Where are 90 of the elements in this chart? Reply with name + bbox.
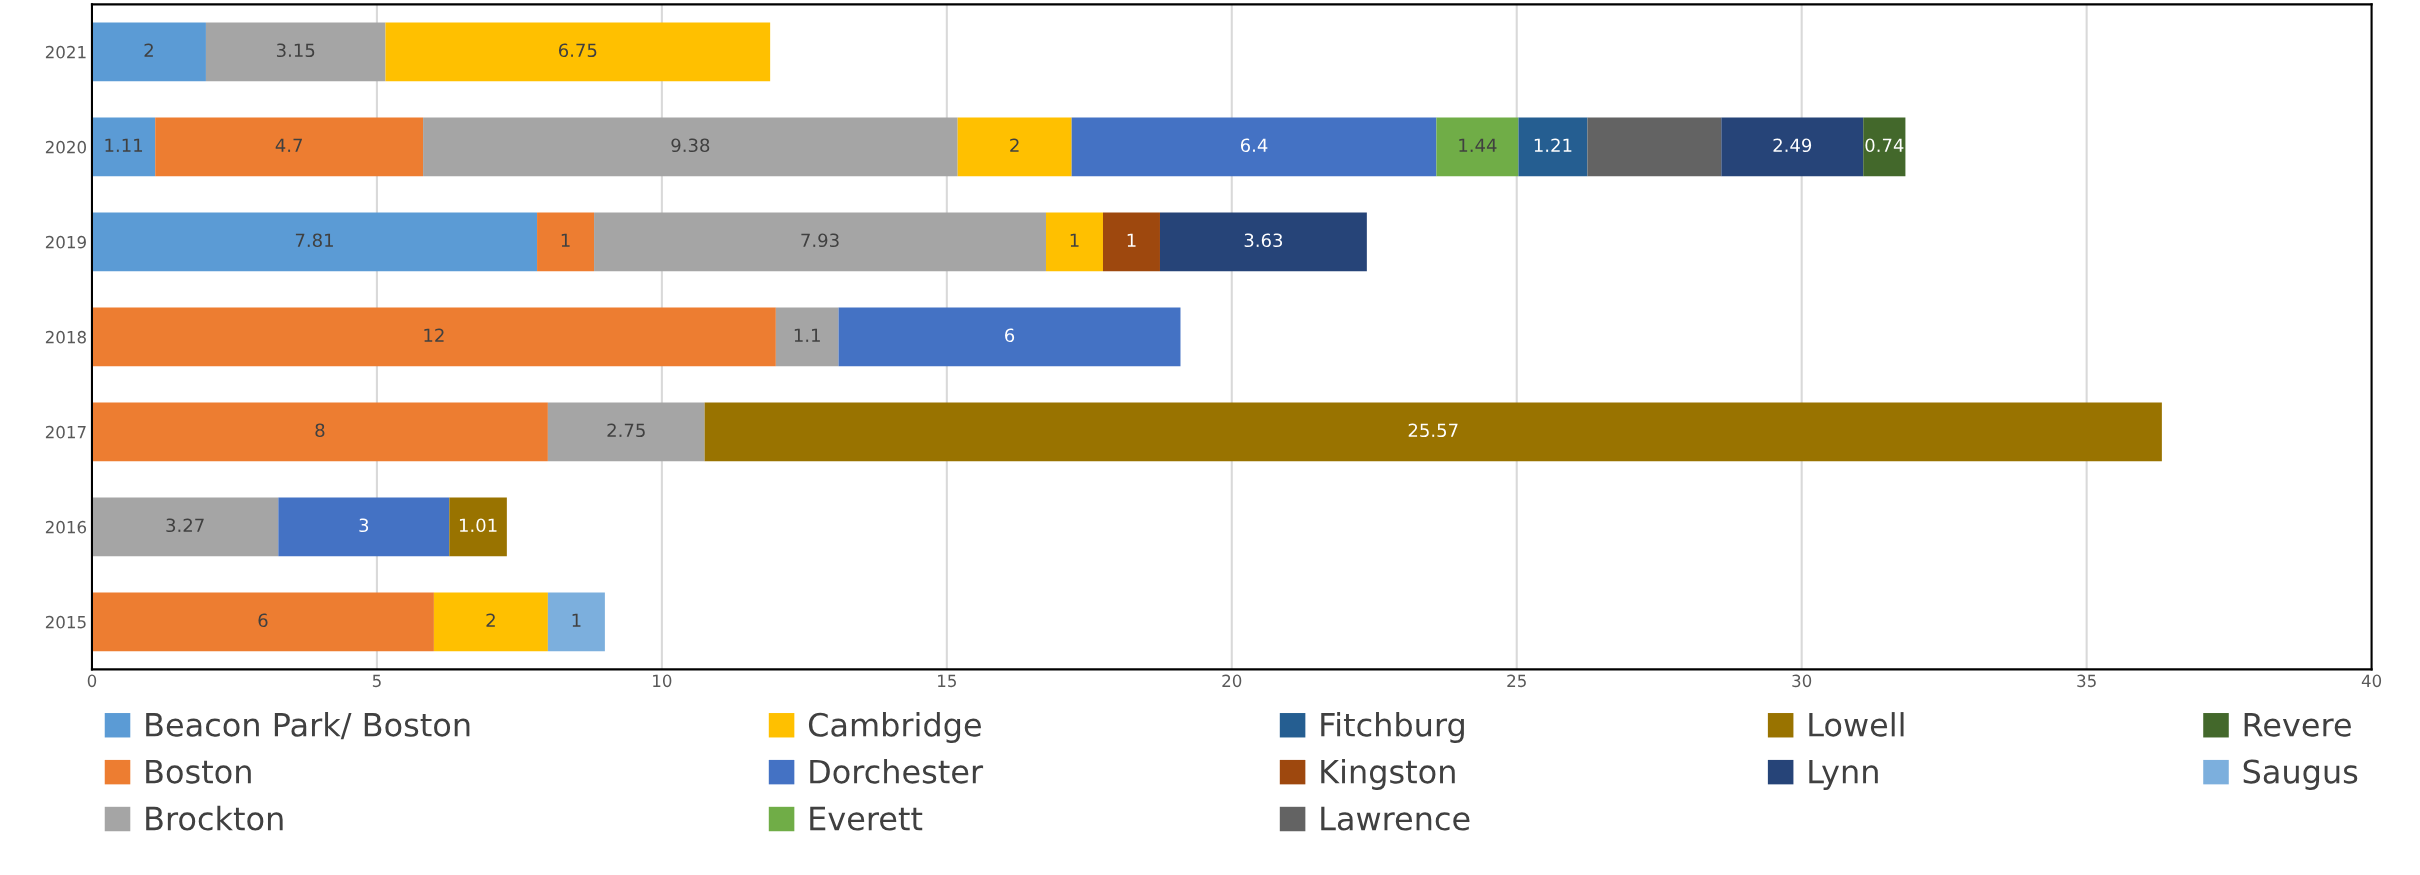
x-tick-label: 15 bbox=[938, 674, 956, 688]
y-tick-label: 2021 bbox=[45, 45, 86, 59]
data-label: 9.38 bbox=[671, 138, 710, 153]
data-label: 0.74 bbox=[1865, 138, 1904, 153]
bar bbox=[423, 117, 958, 177]
data-label: 1 bbox=[1070, 233, 1079, 247]
data-label: 12 bbox=[424, 328, 444, 342]
y-tick-label: 2015 bbox=[45, 615, 86, 629]
data-label: 3.27 bbox=[166, 518, 204, 533]
bar bbox=[594, 212, 1046, 272]
bar bbox=[385, 22, 771, 82]
bar bbox=[1159, 212, 1367, 272]
data-label: 4.7 bbox=[275, 138, 302, 152]
bar bbox=[91, 307, 776, 367]
y-tick-label: 2017 bbox=[45, 425, 86, 439]
bar bbox=[91, 592, 434, 652]
data-label: 1 bbox=[561, 233, 570, 247]
data-label: 6 bbox=[258, 613, 268, 628]
x-tick-label: 0 bbox=[87, 674, 97, 688]
bar bbox=[91, 22, 206, 82]
data-label: 2 bbox=[486, 613, 495, 627]
bar bbox=[1071, 117, 1437, 177]
legend-label: Cambridge bbox=[808, 712, 981, 743]
bar bbox=[1863, 117, 1906, 177]
legend-label: Fitchburg bbox=[1321, 712, 1464, 743]
bar bbox=[91, 402, 548, 462]
data-label: 1.01 bbox=[459, 518, 497, 533]
data-label: 6.75 bbox=[558, 43, 597, 58]
bar bbox=[1518, 117, 1588, 177]
bar bbox=[547, 592, 605, 652]
legend-label: Lawrence bbox=[1321, 806, 1470, 831]
data-label: 1.1 bbox=[794, 328, 820, 342]
data-label: 1.11 bbox=[105, 138, 143, 152]
y-tick-label: 2020 bbox=[45, 140, 86, 154]
bar bbox=[91, 497, 279, 557]
data-label: 2.75 bbox=[607, 423, 645, 438]
data-label: 3.15 bbox=[276, 43, 315, 58]
legend-label: Lynn bbox=[1809, 759, 1878, 790]
data-label: 8 bbox=[315, 423, 325, 438]
legend-label: Brockton bbox=[146, 805, 283, 831]
bar bbox=[704, 402, 2162, 462]
data-label: 7.93 bbox=[801, 233, 839, 248]
bar bbox=[775, 307, 839, 367]
data-label: 3.63 bbox=[1244, 233, 1283, 248]
x-tick-label: 20 bbox=[1222, 674, 1242, 688]
data-label: 6.4 bbox=[1240, 138, 1268, 153]
bar bbox=[155, 117, 424, 177]
y-tick-label: 2019 bbox=[45, 235, 86, 249]
bar bbox=[433, 592, 548, 652]
legend-label: Boston bbox=[146, 759, 251, 784]
x-tick-label: 5 bbox=[372, 674, 381, 688]
data-label: 1 bbox=[572, 613, 581, 627]
bar bbox=[1721, 117, 1864, 177]
bar bbox=[205, 22, 386, 82]
bar bbox=[278, 497, 450, 557]
bar bbox=[91, 117, 156, 177]
legend-label: Revere bbox=[2244, 713, 2351, 737]
x-tick-label: 30 bbox=[1792, 674, 1812, 688]
bar bbox=[1587, 117, 1722, 177]
bar bbox=[1045, 212, 1103, 272]
legend-label: Kingston bbox=[1321, 758, 1455, 790]
data-label: 1 bbox=[1127, 233, 1136, 247]
data-label: 3 bbox=[359, 518, 369, 533]
data-label: 6 bbox=[1005, 328, 1015, 343]
data-label: 1.21 bbox=[1534, 138, 1572, 152]
bar bbox=[449, 497, 507, 557]
bar bbox=[547, 402, 705, 462]
legend-label: Lowell bbox=[1809, 712, 1904, 737]
bar bbox=[838, 307, 1181, 367]
x-tick-label: 25 bbox=[1507, 674, 1526, 688]
legend-label: Saugus bbox=[2243, 759, 2358, 790]
x-tick-label: 10 bbox=[653, 674, 672, 688]
legend-label: Everett bbox=[810, 806, 923, 831]
bar bbox=[91, 212, 538, 272]
bar bbox=[537, 212, 595, 272]
data-label: 7.81 bbox=[295, 233, 333, 248]
y-tick-label: 2016 bbox=[45, 520, 87, 534]
data-label: 1.44 bbox=[1459, 138, 1497, 152]
data-label: 2 bbox=[144, 43, 153, 57]
data-label: 25.57 bbox=[1408, 423, 1458, 438]
bar bbox=[1436, 117, 1519, 177]
x-tick-label: 40 bbox=[2361, 674, 2382, 688]
legend-label: Beacon Park/ Boston bbox=[146, 712, 470, 740]
x-tick-label: 35 bbox=[2077, 674, 2096, 688]
bar bbox=[1102, 212, 1160, 272]
data-label: 2.49 bbox=[1773, 138, 1812, 153]
bar bbox=[957, 117, 1072, 177]
data-label: 2 bbox=[1010, 138, 1019, 152]
legend-label: Dorchester bbox=[810, 758, 984, 784]
y-tick-label: 2018 bbox=[45, 330, 86, 344]
